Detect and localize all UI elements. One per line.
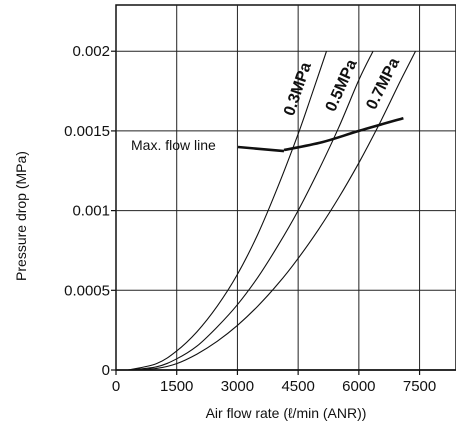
max-flow-line (283, 116, 404, 152)
y-tick-label: 0.0005 (64, 282, 110, 299)
grid-lines (116, 5, 456, 370)
axes (111, 50, 456, 375)
y-axis-title: Pressure drop (MPa) (13, 151, 29, 281)
x-tick-label: 6000 (342, 378, 375, 395)
curve-0-5mpa (128, 50, 374, 371)
x-axis-title: Air flow rate (ℓ/min (ANR)) (206, 405, 367, 421)
x-tick-label: 4500 (281, 378, 314, 395)
x-tick-label: 0 (112, 378, 120, 395)
curve-0-3mpa (127, 51, 328, 371)
max-flow-line-label: Max. flow line (131, 137, 216, 153)
y-tick-label: 0.0015 (64, 123, 110, 140)
x-tick-label: 7500 (403, 378, 436, 395)
plot-frame (115, 4, 456, 371)
max-flow-leader (237, 145, 285, 153)
y-tick-label: 0 (102, 362, 110, 379)
tick-labels: 0 1500 3000 4500 6000 7500 0 0.0005 0.001 0.0015 0… (64, 43, 436, 395)
y-tick-label: 0.001 (72, 203, 110, 220)
x-tick-label: 1500 (160, 378, 193, 395)
x-tick-label: 3000 (221, 378, 254, 395)
curve-0-7mpa (128, 50, 416, 371)
y-tick-label: 0.002 (72, 43, 110, 60)
curves (127, 50, 416, 371)
